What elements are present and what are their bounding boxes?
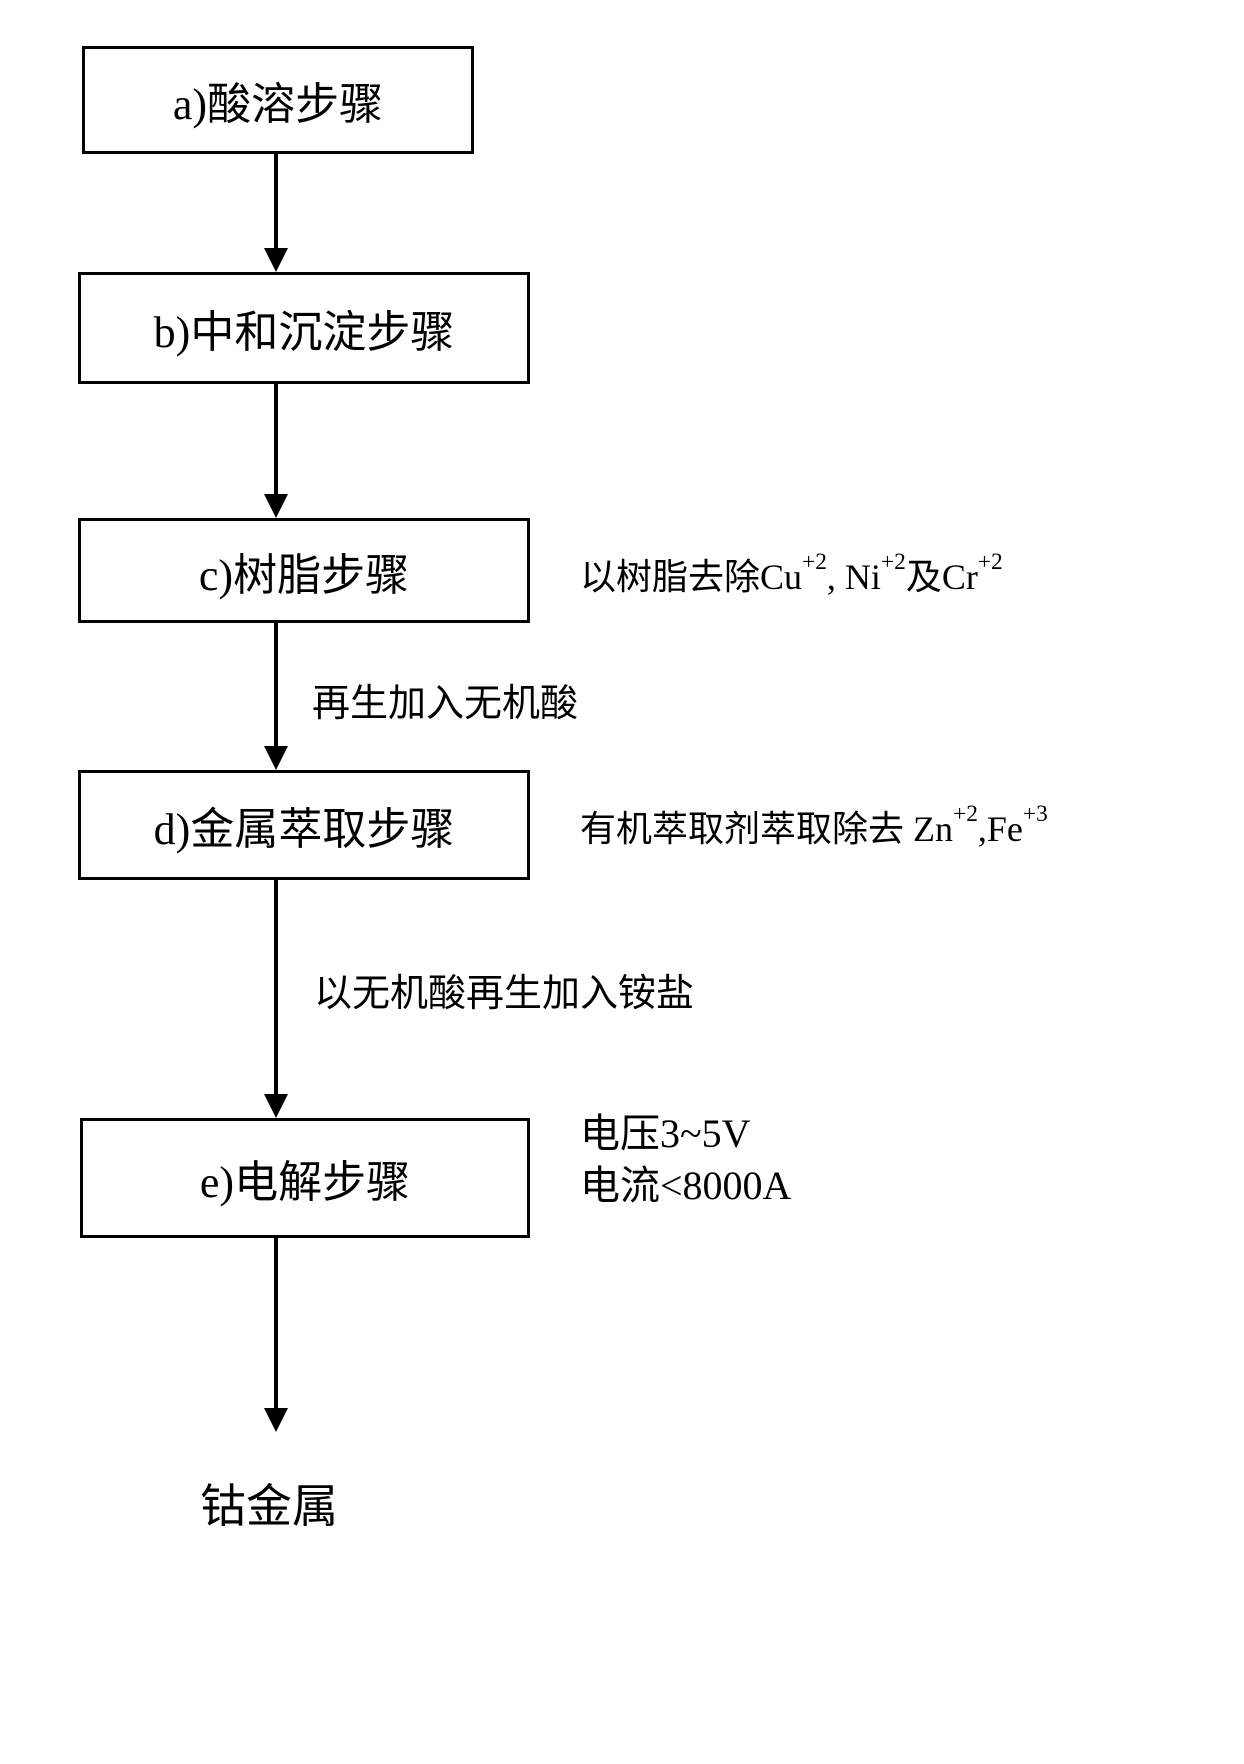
flow-box-d: d)金属萃取步骤 — [78, 770, 530, 880]
flow-box-c: c)树脂步骤 — [78, 518, 530, 623]
output-label: 钴金属 — [200, 1470, 338, 1536]
ion-cu: Cu+2 — [760, 557, 827, 597]
flow-box-b: b)中和沉淀步骤 — [78, 272, 530, 384]
ion-fe: Fe+3 — [987, 809, 1048, 849]
flow-box-d-label: d)金属萃取步骤 — [154, 793, 455, 857]
flow-box-c-label: c)树脂步骤 — [199, 539, 409, 603]
side-label-c: 以树脂去除Cu+2, Ni+2及Cr+2 — [580, 548, 1003, 600]
arrow-e-output — [274, 1238, 278, 1410]
ion-ni: Ni+2 — [845, 557, 906, 597]
arrow-head-b-c — [264, 494, 288, 518]
ion-zn: Zn+2 — [913, 809, 978, 849]
arrow-a-b — [274, 154, 278, 250]
flow-box-b-label: b)中和沉淀步骤 — [154, 296, 455, 360]
arrow-head-c-d — [264, 746, 288, 770]
arrow-label-c-d: 再生加入无机酸 — [312, 672, 578, 727]
arrow-d-e — [274, 880, 278, 1096]
side-label-d-prefix: 有机萃取剂萃取除去 — [580, 809, 913, 849]
flow-box-e: e)电解步骤 — [80, 1118, 530, 1238]
flow-box-a: a)酸溶步骤 — [82, 46, 474, 154]
arrow-label-d-e: 以无机酸再生加入铵盐 — [314, 962, 694, 1017]
arrow-head-a-b — [264, 248, 288, 272]
arrow-head-d-e — [264, 1094, 288, 1118]
arrow-head-e-output — [264, 1408, 288, 1432]
arrow-b-c — [274, 384, 278, 496]
side-label-e: 电压3~5V 电流<8000A — [580, 1108, 791, 1212]
side-label-d: 有机萃取剂萃取除去 Zn+2,Fe+3 — [580, 800, 1048, 852]
side-label-c-prefix: 以树脂去除 — [580, 557, 760, 597]
flow-box-a-label: a)酸溶步骤 — [173, 68, 383, 132]
side-label-e-line2: 电流<8000A — [580, 1160, 791, 1212]
side-label-e-line1: 电压3~5V — [580, 1108, 791, 1160]
ion-cr: Cr+2 — [942, 557, 1003, 597]
arrow-c-d — [274, 623, 278, 748]
flow-box-e-label: e)电解步骤 — [200, 1146, 410, 1210]
